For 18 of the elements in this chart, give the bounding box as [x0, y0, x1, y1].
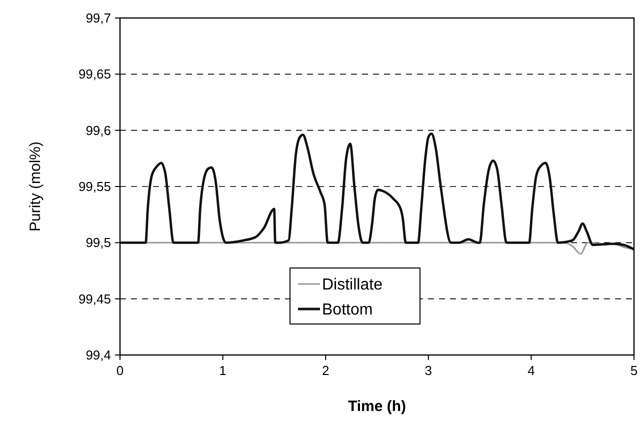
x-tick-label: 3 [424, 363, 432, 378]
x-tick-label: 4 [528, 363, 535, 378]
legend-label: Distillate [322, 276, 383, 294]
x-tick-label: 5 [630, 363, 638, 378]
y-tick-label: 99,45 [78, 291, 111, 306]
y-tick-label: 99,6 [86, 122, 111, 138]
x-tick-label: 0 [116, 363, 124, 378]
x-axis-title: Time (h) [348, 398, 406, 415]
y-tick-label: 99,65 [78, 66, 111, 82]
y-tick-label: 99,5 [86, 235, 111, 250]
x-tick-label: 2 [322, 363, 330, 378]
y-axis-title: Purity (mol%) [27, 141, 44, 232]
y-tick-label: 99,55 [78, 179, 111, 194]
y-tick-label: 99,4 [86, 348, 111, 363]
line-series [118, 132, 636, 251]
y-tick-label: 99,7 [86, 10, 111, 26]
legend-label: Bottom [322, 302, 373, 319]
x-tick-label: 1 [219, 363, 226, 378]
